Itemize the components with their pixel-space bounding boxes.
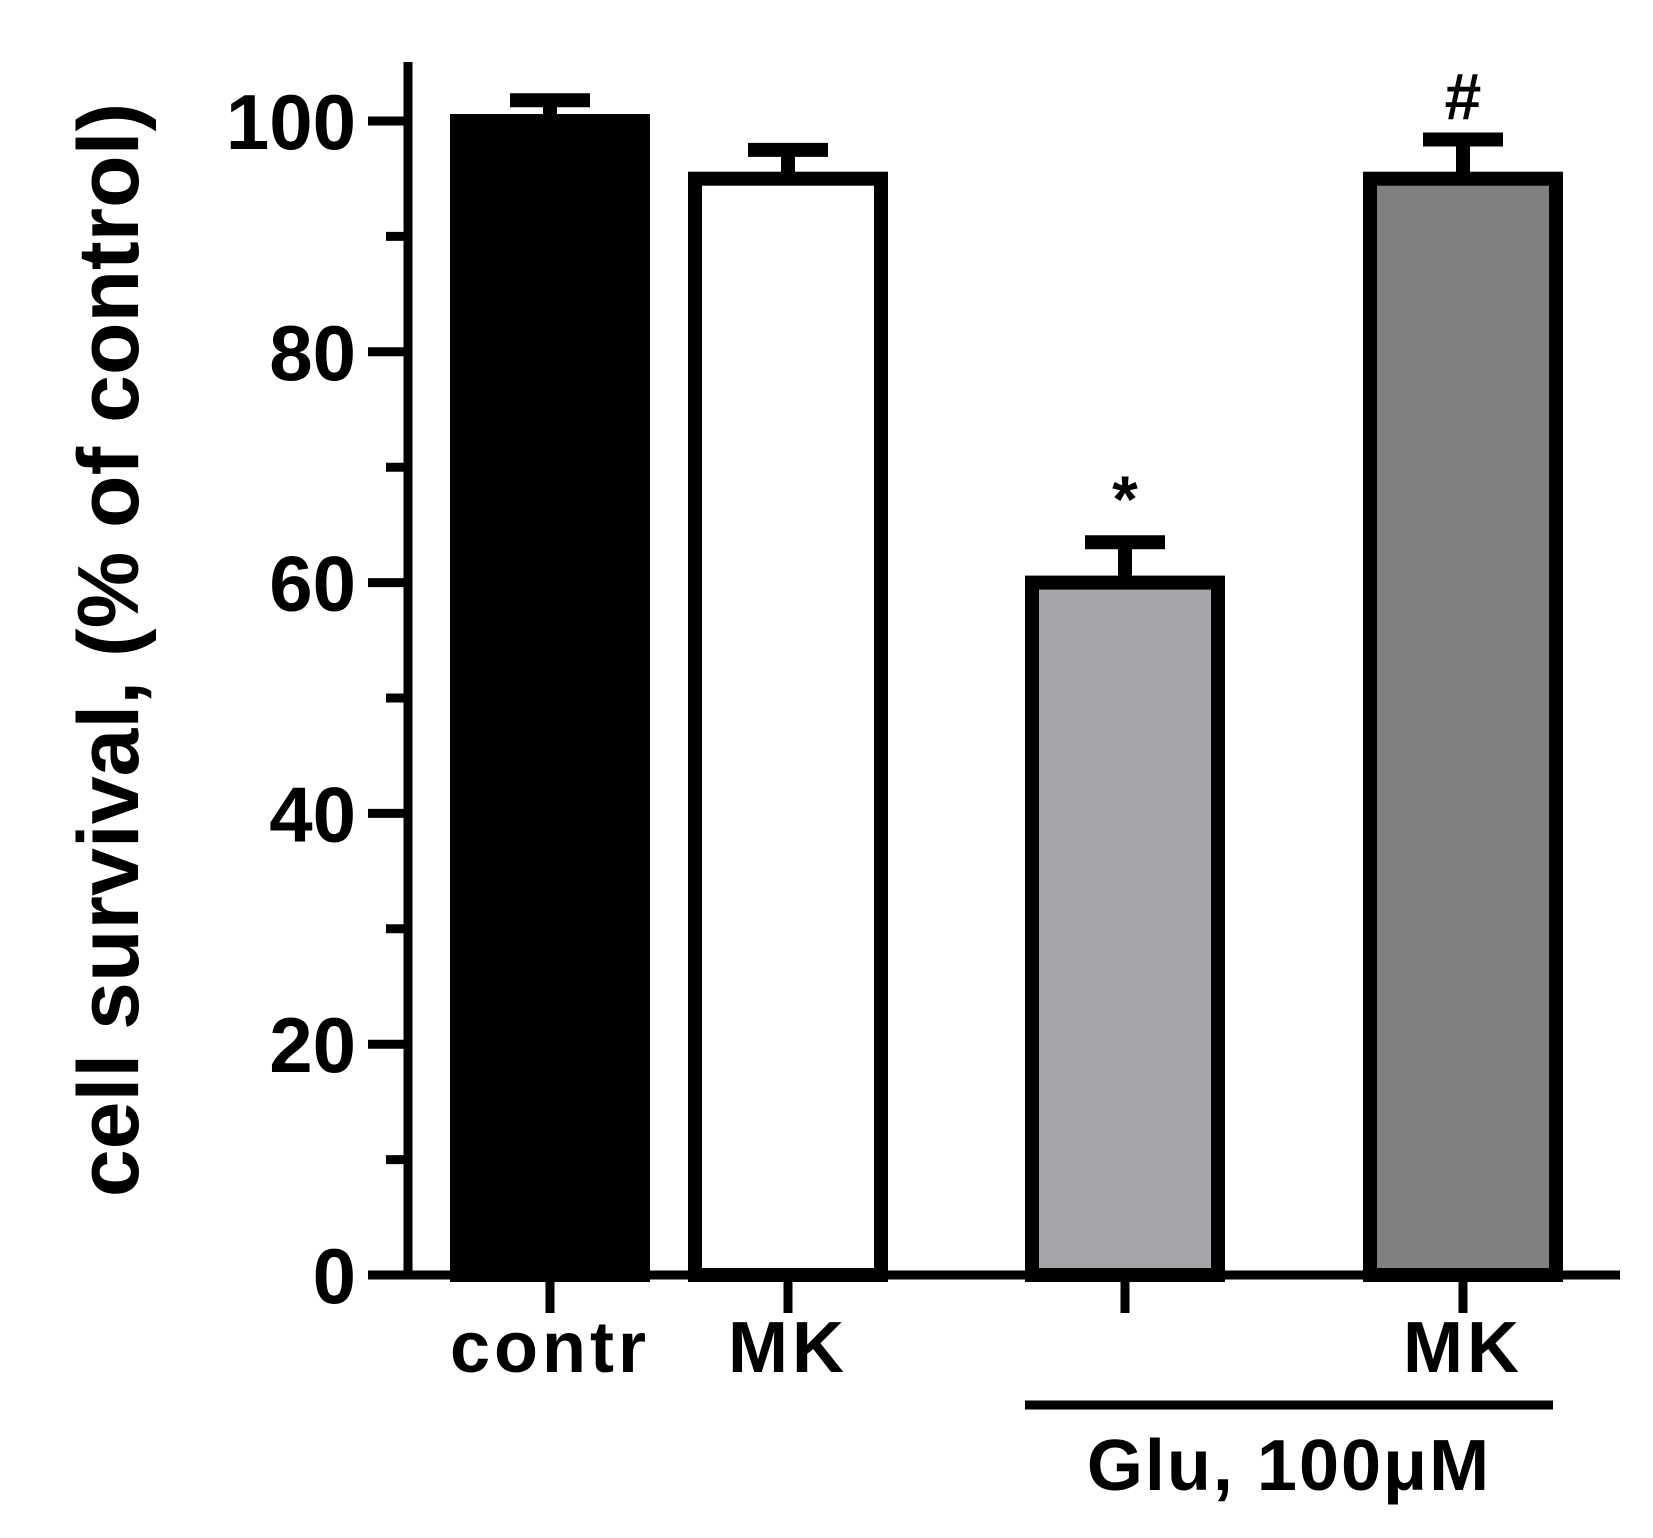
bar-3: [1363, 171, 1563, 1283]
group-label: Glu, 100μM: [1087, 1426, 1491, 1506]
bar-0: [450, 114, 650, 1282]
bar-1: [688, 171, 888, 1283]
y-tick-label-3: 60: [269, 540, 356, 628]
y-tick-label-1: 20: [269, 1001, 356, 1089]
significance-marker-3: #: [1445, 59, 1482, 133]
y-tick-label-2: 40: [269, 770, 356, 858]
x-tick-label-3: MK: [1403, 1308, 1523, 1388]
error-bars-layer: [510, 93, 1503, 583]
x-tick-label-1: MK: [728, 1308, 848, 1388]
significance-marker-2: *: [1112, 462, 1138, 536]
bar-2: [1025, 575, 1225, 1282]
y-tick-label-4: 80: [269, 309, 356, 397]
x-tick-label-0: contr: [450, 1308, 650, 1388]
y-tick-label-5: 100: [226, 78, 356, 166]
labels-layer: contr MK * # MK 0 20 40 60 80 100 Glu, 100μM: [226, 59, 1523, 1506]
y-axis-label-group: cell survival, (% of control): [61, 103, 157, 1197]
y-tick-label-0: 0: [313, 1232, 356, 1320]
bars-layer: [450, 114, 1563, 1283]
axes-layer: [368, 62, 1620, 1410]
y-axis-label: cell survival, (% of control): [61, 103, 157, 1197]
